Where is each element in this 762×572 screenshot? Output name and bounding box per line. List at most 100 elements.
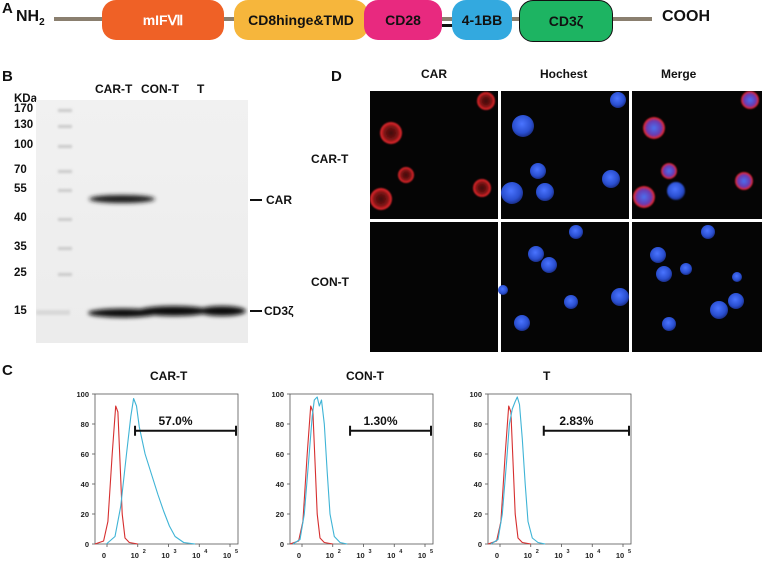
lane-label: CAR-T	[95, 82, 133, 96]
column-header-car: CAR	[421, 67, 447, 81]
x-tick-label: 10	[192, 551, 200, 560]
y-tick-label: 20	[276, 510, 284, 519]
panel-c-label: C	[2, 362, 13, 379]
y-tick-label: 40	[81, 480, 89, 489]
image-tile-car-t-hoechst	[501, 91, 629, 219]
mw-marker: 40	[14, 212, 27, 224]
x-tick-label: 0	[495, 551, 499, 560]
merged-cells-car-t	[633, 91, 759, 208]
merged-cells-con-t	[650, 225, 744, 331]
row-label-car-t: CAR-T	[311, 152, 349, 166]
hoechst-nuclei-car-t	[501, 92, 626, 204]
x-tick-label: 10	[356, 551, 364, 560]
flow-plot-title: T	[543, 369, 551, 383]
y-tick-label: 40	[474, 480, 482, 489]
flow-plot: 100 80 60 40 20 0 0 10 2 10 3 10 4 10 5 57.0%	[76, 390, 239, 560]
cd3z-band-label: CD3ζ	[264, 304, 294, 318]
x-tick-exponent: 3	[567, 549, 570, 555]
y-tick-label: 0	[478, 540, 482, 549]
mw-marker: 100	[14, 139, 34, 151]
panel-a-label: A	[2, 0, 13, 17]
cd3z-band-t	[198, 306, 246, 316]
y-tick-label: 60	[474, 450, 482, 459]
y-tick-label: 60	[81, 450, 89, 459]
image-tile-con-t-merge	[632, 222, 762, 352]
x-tick-label: 10	[223, 551, 231, 560]
x-tick-exponent: 2	[338, 549, 341, 555]
y-tick-label: 80	[474, 420, 482, 429]
x-tick-exponent: 5	[430, 549, 433, 555]
sample-histogram-trace	[292, 396, 348, 545]
x-tick-exponent: 5	[628, 549, 631, 555]
x-tick-label: 10	[326, 551, 334, 560]
lane-label: T	[197, 82, 205, 96]
y-tick-label: 100	[271, 390, 284, 399]
y-tick-label: 100	[76, 390, 89, 399]
x-tick-exponent: 4	[204, 549, 208, 555]
domain-cd28: CD28	[364, 0, 442, 40]
fluorescence-image-grid	[370, 91, 762, 352]
x-tick-exponent: 4	[399, 549, 403, 555]
x-tick-exponent: 3	[369, 549, 372, 555]
mw-marker: 15	[14, 305, 27, 317]
column-header-hoechst: Hochest	[540, 67, 588, 81]
x-tick-label: 0	[102, 551, 106, 560]
y-tick-label: 60	[276, 450, 284, 459]
x-tick-label: 10	[387, 551, 395, 560]
flow-plot-frame	[289, 393, 434, 545]
y-tick-label: 80	[276, 420, 284, 429]
hoechst-nuclei-con-t	[498, 225, 629, 331]
gate-percentage-label: 1.30%	[364, 414, 398, 428]
x-tick-label: 0	[297, 551, 301, 560]
x-tick-label: 10	[524, 551, 532, 560]
mw-marker: 25	[14, 267, 27, 279]
x-tick-label: 10	[161, 551, 169, 560]
x-tick-label: 10	[554, 551, 562, 560]
image-tile-con-t-hoechst	[501, 222, 629, 352]
cd3z-band-con-t	[138, 306, 210, 316]
domain-mifvii: mIFⅦ	[102, 0, 224, 40]
x-tick-exponent: 5	[235, 549, 238, 555]
n-terminus-text: NH	[16, 8, 40, 25]
gate-percentage-label: 2.83%	[559, 414, 593, 428]
y-tick-label: 0	[85, 540, 89, 549]
cd3z-band-pointer	[250, 310, 262, 312]
n-terminus-label: NH2	[16, 8, 45, 28]
mw-marker: 170	[14, 103, 34, 115]
ladder-lane	[36, 109, 72, 315]
western-blot	[36, 100, 248, 343]
x-tick-exponent: 2	[536, 549, 539, 555]
x-tick-exponent: 3	[174, 549, 177, 555]
x-tick-label: 10	[616, 551, 624, 560]
blot-bands	[88, 195, 246, 318]
mw-marker: 55	[14, 183, 27, 195]
car-stained-cells	[370, 92, 495, 210]
y-tick-label: 80	[81, 420, 89, 429]
flow-plot-title: CAR-T	[150, 369, 188, 383]
x-tick-label: 10	[585, 551, 593, 560]
control-histogram-trace	[94, 405, 138, 545]
y-tick-label: 20	[474, 510, 482, 519]
flow-plot: 100 80 60 40 20 0 0 10 2 10 3 10 4 10 5 2.83%	[469, 390, 632, 560]
n-terminus-subscript: 2	[39, 17, 45, 29]
lane-label: CON-T	[141, 82, 179, 96]
mw-marker: 130	[14, 119, 34, 131]
car-band-car-t	[89, 195, 155, 203]
image-tile-con-t-car	[370, 222, 498, 352]
sample-histogram-trace	[106, 397, 196, 545]
row-label-con-t: CON-T	[311, 275, 349, 289]
domain-cd3-zeta: CD3ζ	[519, 0, 613, 42]
flow-plot: 100 80 60 40 20 0 0 10 2 10 3 10 4 10 5 1.30%	[271, 390, 434, 560]
mw-unit-label: KDa	[14, 93, 38, 105]
y-tick-label: 0	[280, 540, 284, 549]
y-tick-label: 100	[469, 390, 482, 399]
x-tick-exponent: 2	[143, 549, 146, 555]
domain-4-1bb: 4-1BB	[452, 0, 512, 40]
car-band-pointer	[250, 199, 262, 201]
c-terminus-label: COOH	[662, 8, 710, 25]
domain-separator	[442, 24, 454, 27]
blot-membrane	[36, 100, 248, 343]
car-band-label: CAR	[266, 193, 292, 207]
y-tick-label: 20	[81, 510, 89, 519]
